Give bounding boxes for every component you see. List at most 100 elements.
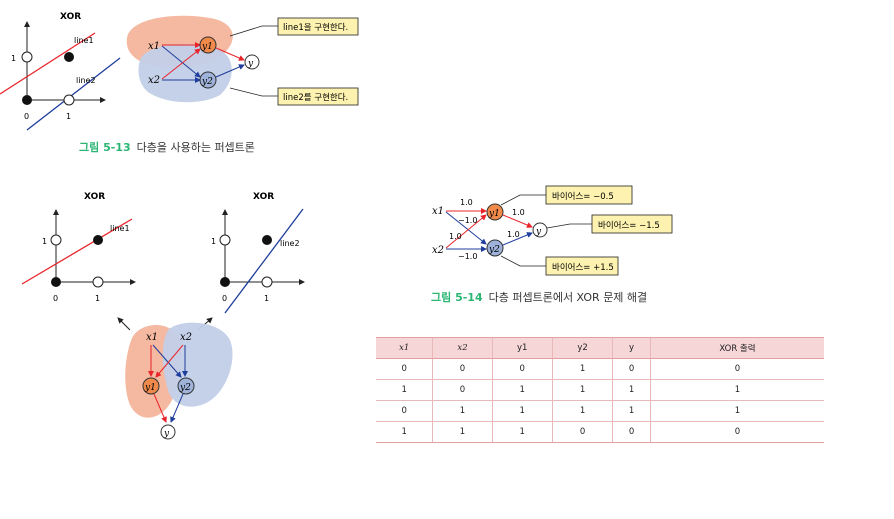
node-y2-circle xyxy=(486,239,504,257)
line1-label: line1 xyxy=(110,224,130,233)
plot1-title: XOR xyxy=(84,192,105,202)
w-x2-y1: 1.0 xyxy=(449,232,462,241)
plot2-title: XOR xyxy=(253,192,274,202)
tick-y1: 1 xyxy=(42,237,47,246)
caption-5-13: 그림 5-13 다층을 사용하는 퍼셉트론 xyxy=(79,139,255,155)
node-y1: y1 xyxy=(144,383,156,393)
tick-1: 1 xyxy=(95,294,100,303)
xor-plot-line1: XOR 0 1 1 line1 xyxy=(21,192,136,303)
col-y2: y2 xyxy=(551,337,613,359)
line2-label: line2 xyxy=(280,239,300,248)
cell: 1 xyxy=(491,400,553,422)
cell: 1 xyxy=(649,400,824,422)
cell: 1 xyxy=(612,400,651,422)
line1-label: line1 xyxy=(74,36,94,45)
cell: 1 xyxy=(376,421,433,443)
line2-label: line2 xyxy=(76,76,96,85)
node-y: y xyxy=(247,59,254,69)
plot-title: XOR xyxy=(60,12,81,22)
cell: 0 xyxy=(649,421,824,443)
cell: 1 xyxy=(491,421,553,443)
network-left: x1 x2 y1 y2 y xyxy=(117,317,233,440)
cell: 0 xyxy=(649,358,824,380)
cell: 1 xyxy=(649,379,824,401)
cell: 1 xyxy=(551,379,613,401)
cell: 0 xyxy=(612,358,651,380)
cell: 0 xyxy=(551,421,613,443)
callout-line1-text: line1을 구현한다. xyxy=(283,23,348,33)
point-0-1 xyxy=(21,51,33,63)
node-y-circle xyxy=(532,222,548,238)
bias-y-box xyxy=(591,214,673,234)
bias-y1: 바이어스= −0.5 xyxy=(552,191,614,202)
xor-plot-top: XOR 0 1 1 line1 line2 xyxy=(0,12,121,131)
bias-y2-box xyxy=(545,256,619,276)
node-x2: x2 xyxy=(432,245,444,256)
cell: 0 xyxy=(376,358,433,380)
w-x1-y2: −1.0 xyxy=(458,216,477,225)
cell: 1 xyxy=(551,400,613,422)
network-top: x1 x2 y1 y2 y line1을 구현한다. line2를 구현한다. xyxy=(126,15,359,106)
point-1-0 xyxy=(63,94,75,106)
node-y: y xyxy=(163,429,170,439)
node-y1: y1 xyxy=(488,209,500,219)
w-x1-y1: 1.0 xyxy=(460,198,473,207)
line2 xyxy=(26,57,121,131)
callout-line1 xyxy=(277,17,359,36)
col-y: y xyxy=(612,337,651,359)
node-y1-circle xyxy=(142,377,160,395)
point-0-0 xyxy=(22,95,32,105)
line2 xyxy=(224,208,304,314)
bias-y2: 바이어스= +1.5 xyxy=(552,262,614,273)
node-x1: x1 xyxy=(148,41,160,52)
node-y1-circle xyxy=(486,203,504,221)
bias-y: 바이어스= −1.5 xyxy=(598,220,660,231)
node-y1: y1 xyxy=(201,42,213,52)
node-y2: y2 xyxy=(179,383,191,393)
w-y1-y: 1.0 xyxy=(512,208,525,217)
node-y2-circle xyxy=(177,377,195,395)
tick-0: 0 xyxy=(222,294,227,303)
node-x2: x2 xyxy=(180,332,192,343)
caption-5-14-number: 그림 5-14 xyxy=(431,291,483,304)
tick-y1: 1 xyxy=(211,237,216,246)
cell: 1 xyxy=(491,379,553,401)
node-y-circle xyxy=(160,424,176,440)
cell: 1 xyxy=(612,379,651,401)
table-header-row: x1 x2 y1 y2 y XOR 출력 xyxy=(376,337,824,359)
tick-y1: 1 xyxy=(11,54,16,63)
xor-plot-line2: XOR 0 1 1 line2 xyxy=(211,192,305,314)
line1 xyxy=(21,218,133,285)
w-y2-y: 1.0 xyxy=(507,230,520,239)
table-row: 0 1 1 1 1 1 xyxy=(376,400,824,422)
tick-x1: 1 xyxy=(66,112,71,121)
cell: 0 xyxy=(376,400,433,422)
tick-x0: 0 xyxy=(24,112,29,121)
caption-5-13-text: 다층을 사용하는 퍼셉트론 xyxy=(136,141,255,154)
col-y1: y1 xyxy=(491,337,553,359)
col-xor-output: XOR 출력 xyxy=(649,337,824,359)
cell: 1 xyxy=(376,379,433,401)
xor-truth-table: x1 x2 y1 y2 y XOR 출력 0 0 0 1 0 0 1 0 1 1… xyxy=(376,337,824,443)
node-x2: x2 xyxy=(148,75,160,86)
point-1-1 xyxy=(64,52,74,62)
node-x1: x1 xyxy=(432,206,444,217)
caption-5-13-number: 그림 5-13 xyxy=(79,141,131,154)
caption-5-14-text: 다층 퍼셉트론에서 XOR 문제 해결 xyxy=(488,291,648,304)
col-x1: x1 xyxy=(376,337,433,359)
callout-line2 xyxy=(277,87,359,106)
cell: 0 xyxy=(612,421,651,443)
col-x2: x2 xyxy=(432,337,493,359)
table-row: 1 1 1 0 0 0 xyxy=(376,421,824,443)
cell: 0 xyxy=(491,358,553,380)
line1 xyxy=(0,32,96,95)
node-y2: y2 xyxy=(201,77,213,87)
node-y2: y2 xyxy=(488,245,500,255)
cell: 0 xyxy=(432,379,493,401)
cell: 0 xyxy=(432,358,493,380)
node-y1-circle xyxy=(199,36,217,54)
caption-5-14: 그림 5-14 다층 퍼셉트론에서 XOR 문제 해결 xyxy=(431,289,647,305)
